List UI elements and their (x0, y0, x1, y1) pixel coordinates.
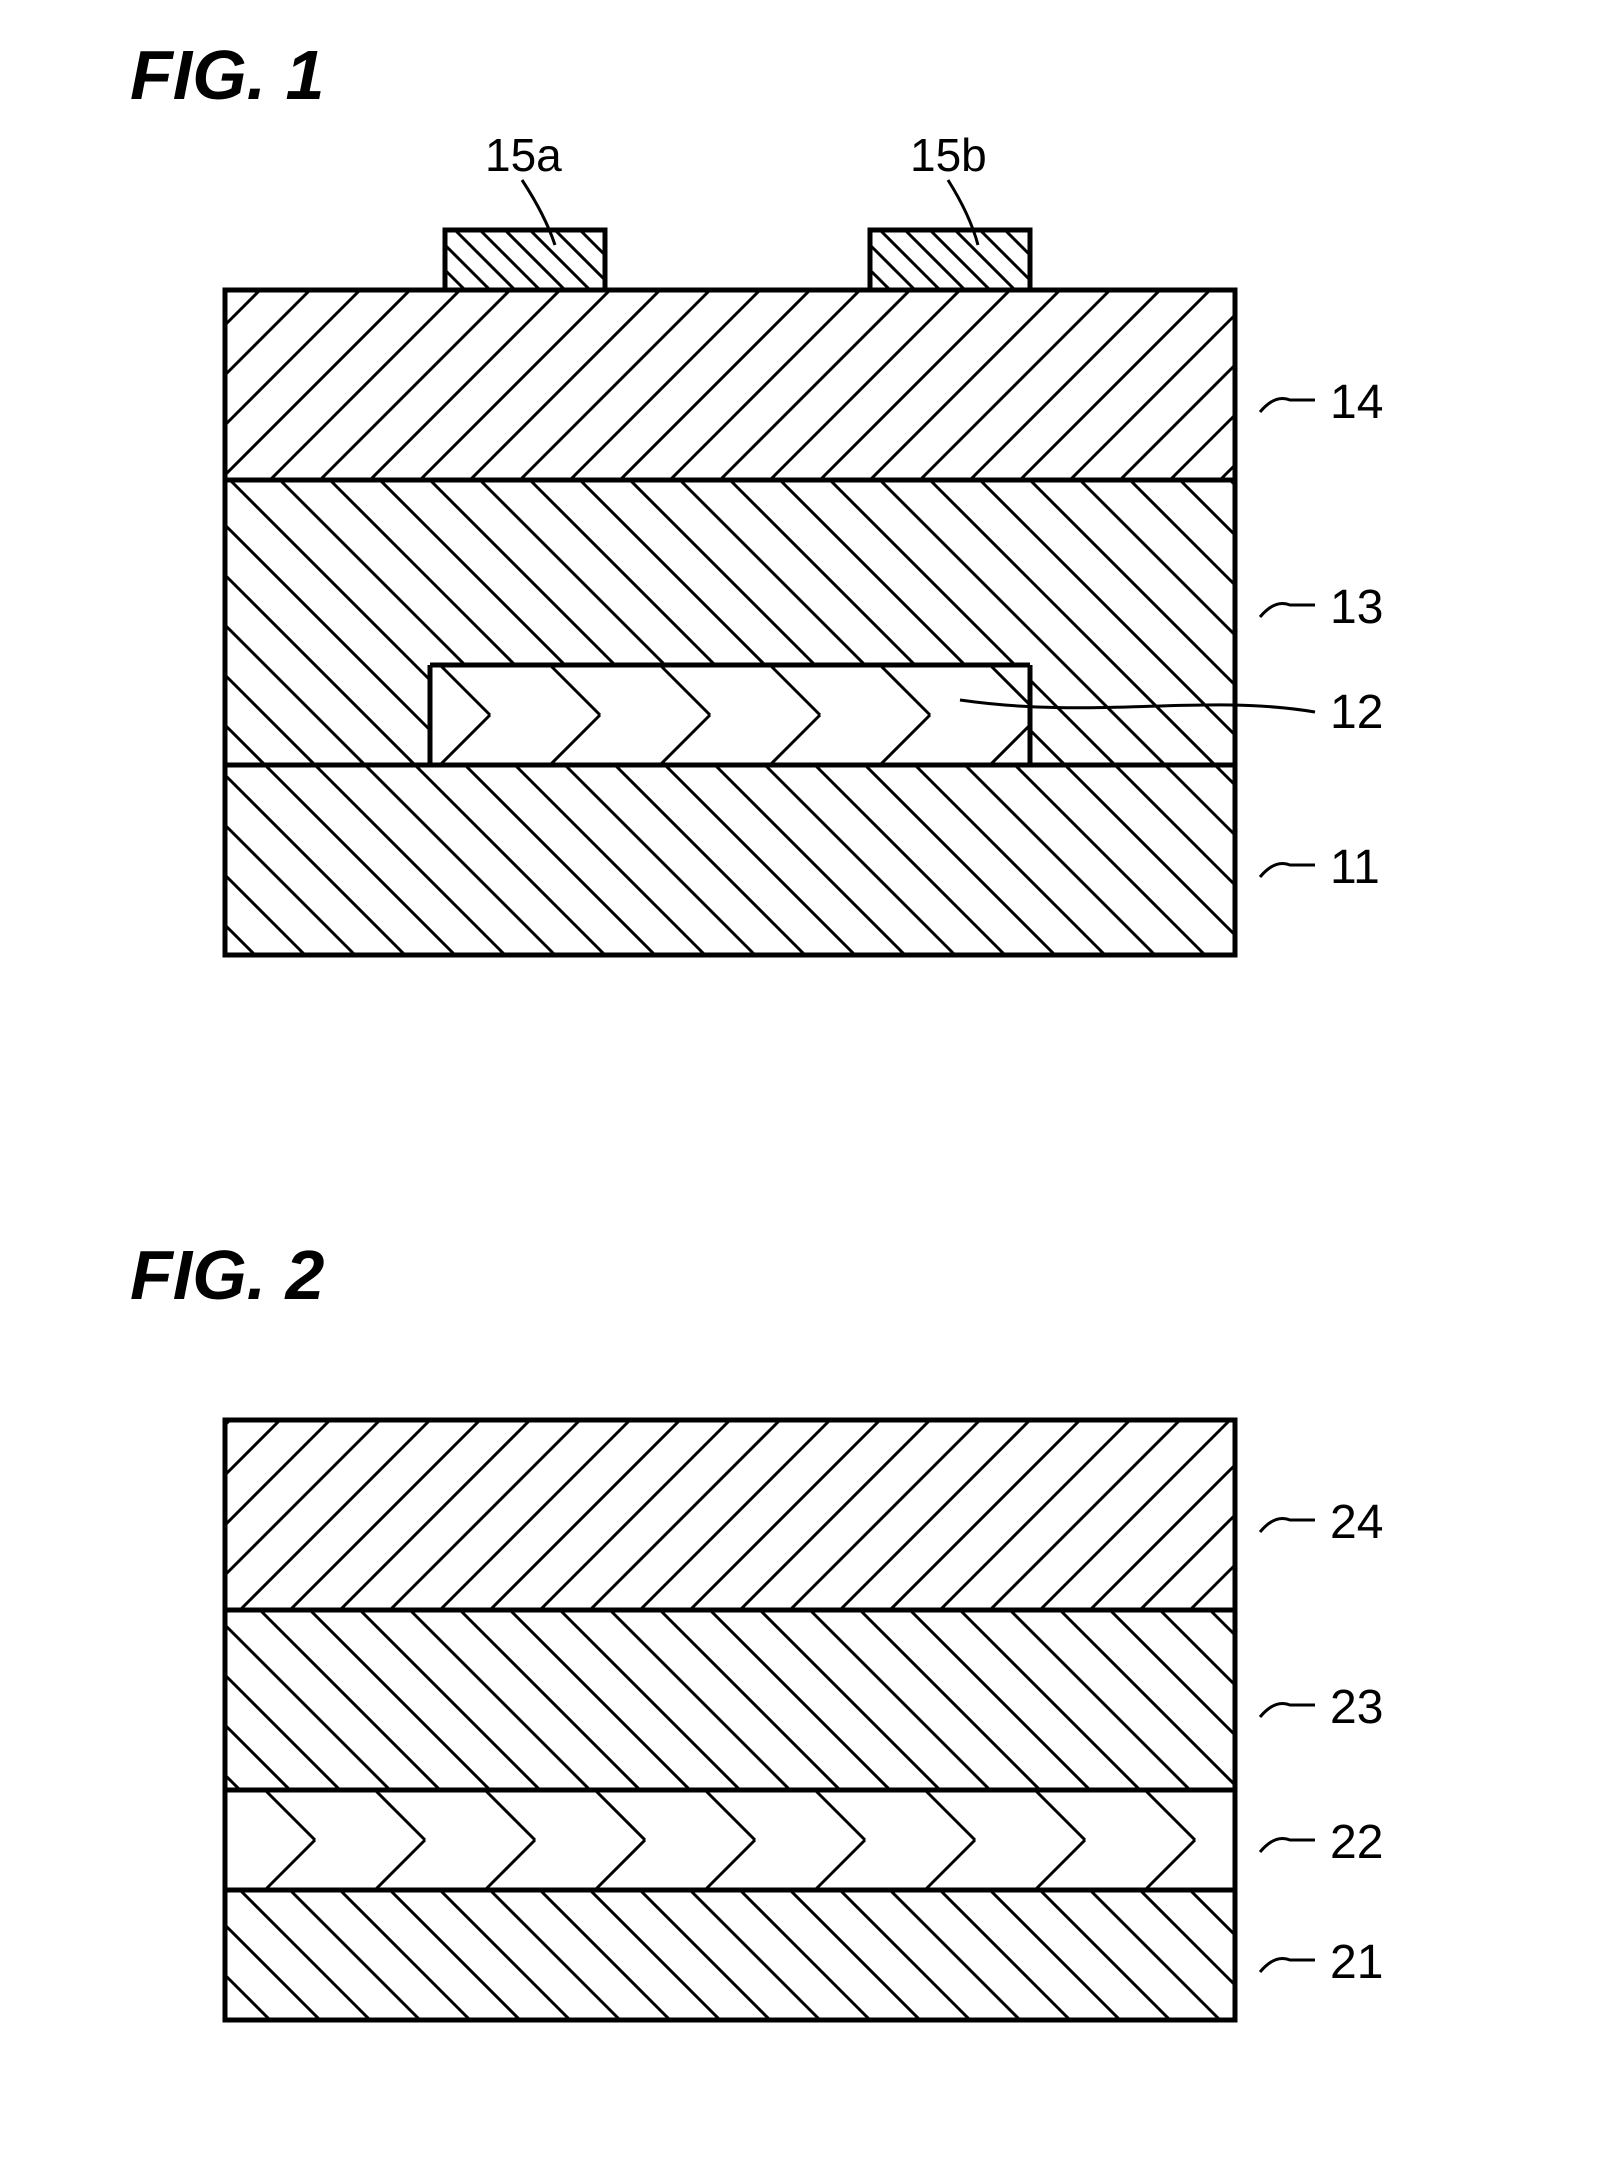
fig1-diagram (225, 180, 1315, 955)
fig2-diagram (225, 1420, 1315, 2020)
diagram-svg (0, 0, 1621, 2175)
